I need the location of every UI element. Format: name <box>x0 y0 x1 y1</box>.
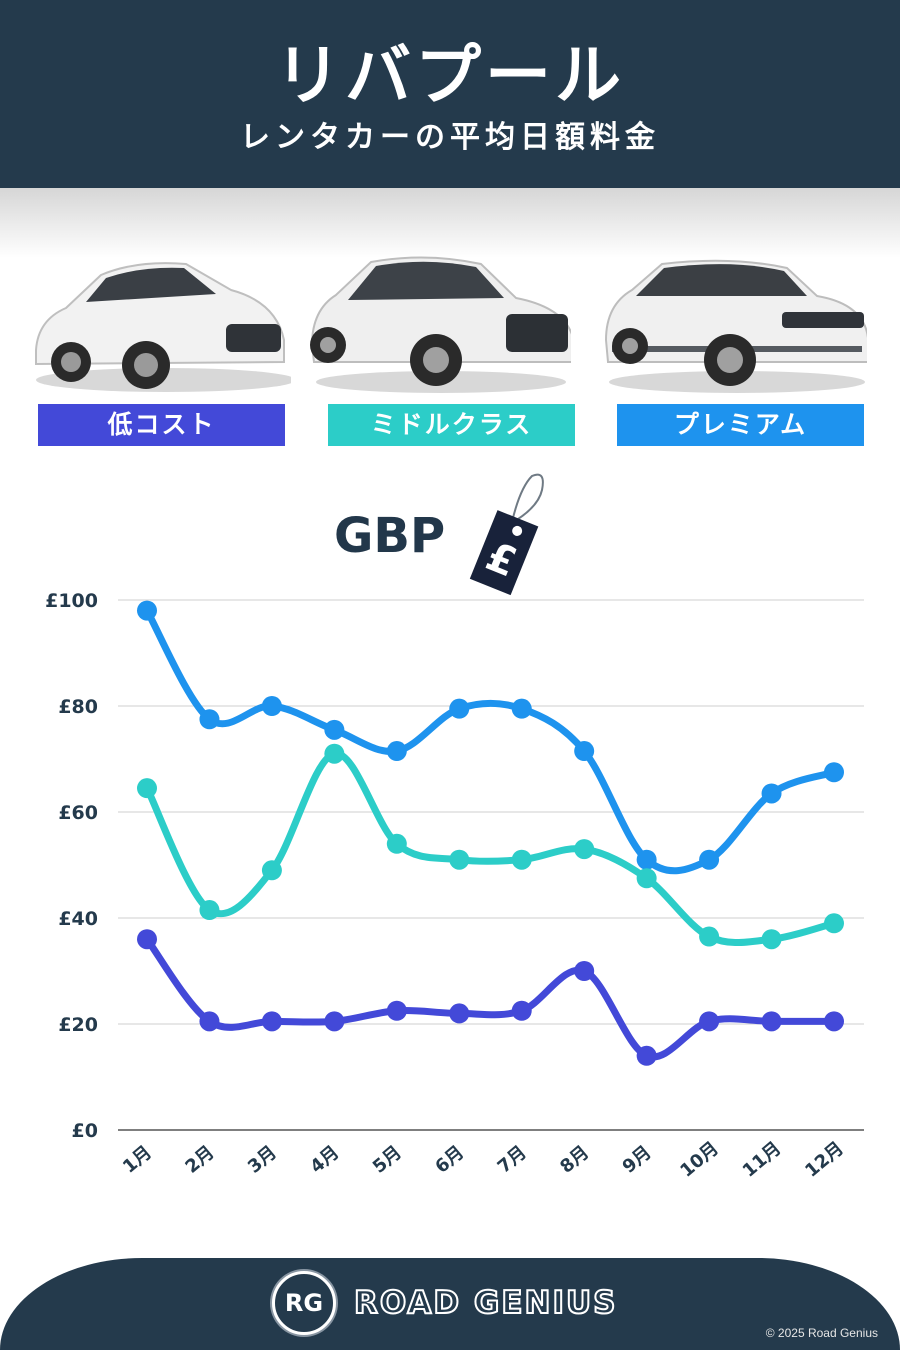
midsize-suv-image <box>310 256 571 393</box>
series-line-0 <box>143 607 838 875</box>
x-tick-label: 9月 <box>619 1142 656 1178</box>
data-point <box>324 743 345 764</box>
data-point <box>199 900 220 921</box>
x-tick-label: 6月 <box>431 1142 468 1178</box>
x-tick-label: 2月 <box>181 1142 218 1178</box>
series-line-2 <box>143 935 838 1061</box>
x-tick-label: 11月 <box>739 1138 785 1182</box>
data-point <box>636 849 657 870</box>
data-point <box>386 1000 407 1021</box>
data-point <box>511 849 532 870</box>
data-point <box>761 1011 782 1032</box>
data-point <box>824 913 844 934</box>
data-point <box>386 741 407 762</box>
data-point <box>761 929 782 950</box>
x-tick-label: 12月 <box>801 1138 847 1182</box>
page-subtitle: レンタカーの平均日額料金 <box>240 120 660 155</box>
data-point <box>824 1011 844 1032</box>
data-point <box>199 709 220 730</box>
data-point <box>699 849 720 870</box>
header-banner: リバプール レンタカーの平均日額料金 <box>0 0 900 188</box>
brand-initials-badge: RG <box>272 1271 336 1335</box>
data-point <box>574 741 595 762</box>
copyright-text: © 2025 Road Genius <box>765 1326 878 1340</box>
brand-logo: RG ROAD GENIUS <box>272 1270 618 1336</box>
header-shadow <box>0 188 900 258</box>
category-label-low-cost: 低コスト <box>38 404 285 446</box>
data-point <box>261 696 282 716</box>
data-point <box>324 1011 345 1032</box>
data-point <box>261 1011 282 1032</box>
data-point <box>511 1000 532 1021</box>
page-title: リバプール <box>275 37 625 114</box>
data-point <box>636 868 657 889</box>
x-tick-label: 1月 <box>119 1142 156 1178</box>
x-tick-label: 5月 <box>369 1142 406 1178</box>
data-point <box>137 929 157 950</box>
y-tick-label: £40 <box>58 908 98 930</box>
x-tick-label: 4月 <box>306 1142 343 1178</box>
premium-suv-image <box>604 259 867 393</box>
rental-price-line-chart: £0 £20 £40 £60 £80 £100 1月 2月 3月 4月 5月 6月 7月 8月 9月 10月 1… <box>45 590 864 1182</box>
x-tick-label: 10月 <box>676 1138 722 1182</box>
currency-label: GBP <box>334 508 446 564</box>
category-label-premium: プレミアム <box>617 404 864 446</box>
data-point <box>449 1003 470 1024</box>
data-point <box>137 600 157 621</box>
data-point <box>449 849 470 870</box>
y-tick-label: £100 <box>45 590 98 612</box>
data-point <box>137 778 157 799</box>
data-point <box>699 926 720 947</box>
brand-name: ROAD GENIUS <box>353 1284 618 1322</box>
x-tick-label: 7月 <box>494 1142 531 1178</box>
data-point <box>511 698 532 719</box>
footer-banner <box>0 1258 900 1350</box>
x-tick-label: 8月 <box>556 1142 593 1178</box>
price-tag-icon: £ <box>469 473 544 596</box>
y-tick-label: £20 <box>58 1014 98 1036</box>
data-point <box>761 783 782 804</box>
data-point <box>449 698 470 719</box>
y-tick-label: £80 <box>58 696 98 718</box>
data-point <box>199 1011 220 1032</box>
x-tick-label: 3月 <box>244 1142 281 1178</box>
data-point <box>574 961 595 981</box>
data-point <box>824 762 844 783</box>
data-point <box>324 719 345 740</box>
data-point <box>261 860 282 881</box>
y-tick-label: £0 <box>72 1120 98 1142</box>
y-tick-label: £60 <box>58 802 98 824</box>
data-point <box>636 1045 657 1066</box>
data-point <box>574 839 595 860</box>
data-point <box>386 833 407 854</box>
economy-car-image <box>35 262 291 392</box>
data-point <box>699 1011 720 1032</box>
category-label-midsize: ミドルクラス <box>328 404 575 446</box>
series-line-1 <box>143 750 838 947</box>
